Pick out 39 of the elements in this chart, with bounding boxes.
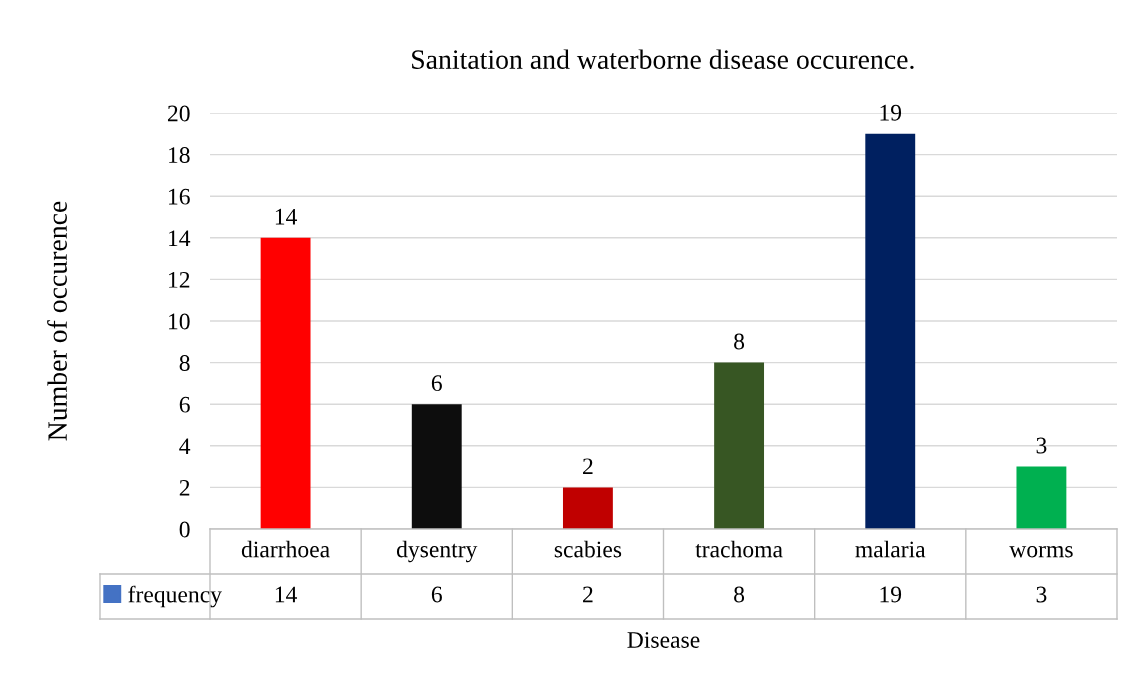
- data-label: 19: [880, 586, 902, 603]
- y-tick-label: 10: [169, 313, 190, 330]
- x-tick-label: worms: [1009, 546, 1073, 558]
- bar: [411, 404, 462, 529]
- annotation: 19: [880, 104, 902, 121]
- annotation: 6: [431, 375, 442, 392]
- x-tick-label: scabies: [554, 540, 622, 558]
- text: frequency: [128, 585, 222, 608]
- x-tick-label: malaria: [855, 540, 926, 558]
- y-tick-label: 18: [169, 147, 190, 164]
- y-axis-title: Number of occurence: [47, 201, 67, 441]
- y-tick-label: 4: [179, 438, 191, 454]
- bar: [714, 362, 765, 529]
- chart-title: Sanitation and waterborne disease occurence.: [412, 49, 914, 70]
- y-tick-label: 20: [167, 105, 190, 122]
- annotation: 2: [583, 458, 593, 475]
- bar: [1016, 466, 1067, 529]
- y-tick-label: 0: [179, 521, 190, 538]
- data-label: 3: [1036, 586, 1047, 603]
- y-tick-label: 16: [169, 188, 190, 205]
- x-axis-title: Disease: [627, 632, 700, 648]
- y-tick-label: 2: [179, 479, 190, 496]
- annotation: 3: [1036, 437, 1047, 454]
- bar: [865, 133, 916, 529]
- bar: [260, 237, 311, 529]
- data-label: 14: [275, 586, 298, 603]
- x-tick-label: dysentry: [396, 540, 478, 563]
- x-tick-label: trachoma: [695, 540, 783, 558]
- y-tick-label: 12: [169, 271, 190, 288]
- y-tick-label: 8: [179, 355, 190, 372]
- x-tick-label: diarrhoea: [241, 540, 330, 558]
- bar: [562, 487, 613, 529]
- annotation: 8: [734, 333, 745, 350]
- y-tick-label: 6: [179, 396, 190, 413]
- y-tick-label: 14: [169, 230, 191, 246]
- annotation: 14: [275, 208, 298, 225]
- data-label: 2: [583, 586, 593, 603]
- data-label: 6: [431, 586, 442, 603]
- data-label: 8: [734, 586, 745, 603]
